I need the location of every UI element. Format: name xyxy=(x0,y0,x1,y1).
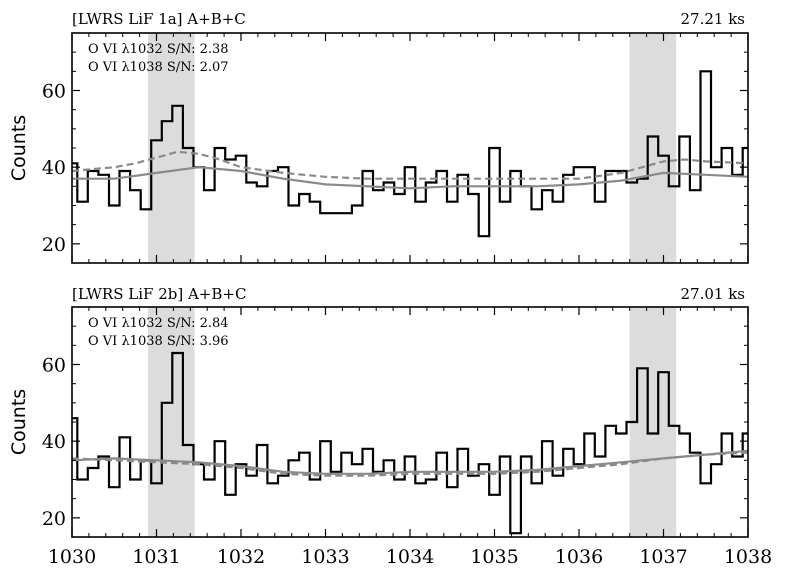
panel-top-model-continuum-solid xyxy=(72,166,749,190)
panel-top-annotation-1038: O VI λ1038 S/N: 2.07 xyxy=(88,60,229,75)
panel-top-exposure: 27.21 ks xyxy=(681,10,746,28)
panel-top-model-total-dashed xyxy=(71,150,749,180)
panel-bottom-xtick-label: 1036 xyxy=(555,546,603,568)
panel-bottom-annotation-1038: O VI λ1038 S/N: 3.96 xyxy=(88,334,229,349)
panel-bottom-title: [LWRS LiF 2b] A+B+C xyxy=(72,285,246,303)
panel-bottom-xtick-label: 1032 xyxy=(217,546,265,568)
panel-bottom-xtick-label: 1030 xyxy=(48,546,96,568)
panel-bottom-xtick-label: 1031 xyxy=(132,546,180,568)
panel-bottom-ytick-label: 60 xyxy=(42,355,66,377)
panel-bottom-shaded-region-0 xyxy=(148,307,195,537)
panel-bottom-xtick-label: 1034 xyxy=(386,546,434,568)
panel-bottom-exposure: 27.01 ks xyxy=(681,285,746,303)
panel-bottom-data-histogram xyxy=(72,351,748,535)
panel-bottom-xtick-label: 1033 xyxy=(301,546,349,568)
panel-top-data-histogram xyxy=(72,70,748,238)
panel-top-title: [LWRS LiF 1a] A+B+C xyxy=(72,10,246,28)
panel-top-ytick-label: 60 xyxy=(42,81,66,103)
panel-top-ylabel: Counts xyxy=(8,115,30,181)
panel-bottom-annotation-1032: O VI λ1032 S/N: 2.84 xyxy=(88,316,229,331)
panel-bottom-ytick-label: 20 xyxy=(42,508,66,530)
panel-bottom-xtick-label: 1035 xyxy=(470,546,518,568)
panel-top-shaded-region-1 xyxy=(629,33,677,263)
panel-top-annotation-1032: O VI λ1032 S/N: 2.38 xyxy=(88,42,229,57)
panel-bottom-ytick-label: 40 xyxy=(42,431,66,453)
panel-bottom-xtick-label: 1038 xyxy=(724,546,772,568)
panel-top-ytick-label: 20 xyxy=(42,234,66,256)
panel-top-ytick-label: 40 xyxy=(42,157,66,179)
panel-bottom-model-total-dashed xyxy=(71,451,749,477)
panel-bottom-model-continuum-solid xyxy=(71,449,749,475)
panel-top: 20 40 60 [LWRS LiF 1a] A+B+C 27.21 ks O VI… xyxy=(8,10,749,264)
panel-bottom-xtick-label: 1037 xyxy=(639,546,687,568)
panel-bottom: 20 40 60 1030 1031 1032 1033 1034 1035 1036 1037 10… xyxy=(8,285,772,568)
panel-bottom-ylabel: Counts xyxy=(8,389,30,455)
